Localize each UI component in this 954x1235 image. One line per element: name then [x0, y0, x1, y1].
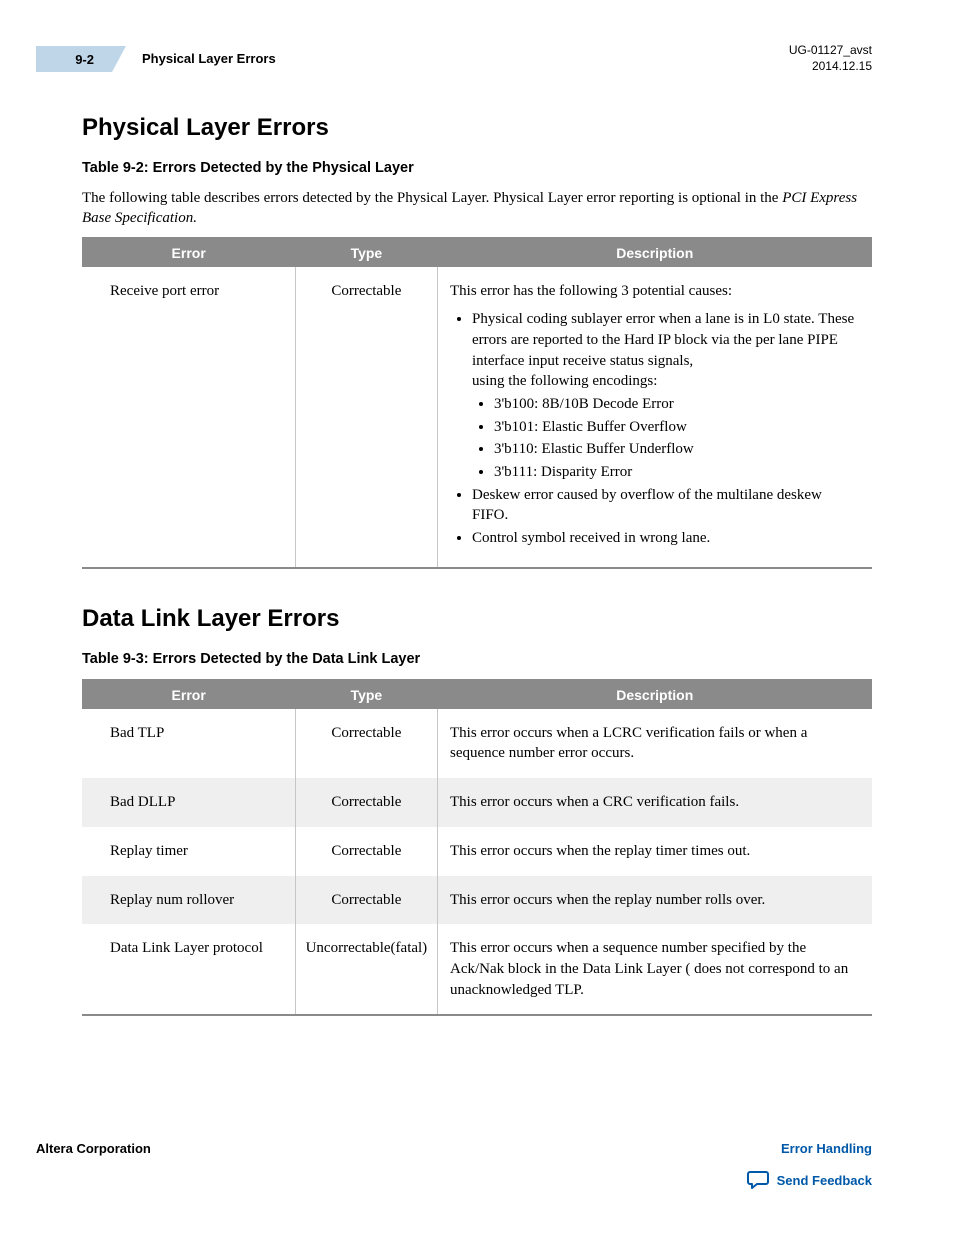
feedback-icon: [747, 1170, 769, 1190]
desc-bullet-1: Physical coding sublayer error when a la…: [472, 309, 858, 483]
table-row: Bad TLP Correctable This error occurs wh…: [82, 709, 872, 778]
cell-error: Replay num rollover: [82, 876, 295, 925]
cell-error: Bad TLP: [82, 709, 295, 778]
table-row: Data Link Layer protocol Uncorrectable(f…: [82, 924, 872, 1015]
table-9-3: Error Type Description Bad TLP Correctab…: [82, 679, 872, 1017]
sub-bullet: 3'b100: 8B/10B Decode Error: [494, 394, 858, 415]
cell-error: Replay timer: [82, 827, 295, 876]
b1-post: using the following encodings:: [472, 373, 657, 389]
footer-link-error-handling[interactable]: Error Handling: [747, 1141, 872, 1156]
table-9-2: Error Type Description Receive port erro…: [82, 237, 872, 569]
cell-type: Correctable: [295, 876, 437, 925]
th-type: Type: [295, 680, 437, 709]
table-row: Replay timer Correctable This error occu…: [82, 827, 872, 876]
th-error: Error: [82, 238, 295, 267]
cell-type: Correctable: [295, 827, 437, 876]
desc-lead: This error has the following 3 potential…: [450, 281, 858, 302]
table-caption-9-2: Table 9-2: Errors Detected by the Physic…: [82, 160, 872, 176]
th-desc: Description: [437, 238, 872, 267]
th-type: Type: [295, 238, 437, 267]
desc-bullet-3: Control symbol received in wrong lane.: [472, 528, 858, 549]
page-content: Physical Layer Errors Table 9-2: Errors …: [82, 100, 872, 1052]
page-number-tab: 9-2: [36, 46, 126, 72]
cell-desc: This error occurs when a CRC verificatio…: [437, 778, 872, 827]
section-heading-physical: Physical Layer Errors: [82, 114, 872, 142]
cell-desc: This error occurs when the replay number…: [437, 876, 872, 925]
section1-intro: The following table describes errors det…: [82, 188, 872, 229]
table-row: Bad DLLP Correctable This error occurs w…: [82, 778, 872, 827]
cell-error: Receive port error: [82, 267, 295, 568]
doc-date: 2014.12.15: [789, 58, 872, 74]
cell-desc: This error occurs when the replay timer …: [437, 827, 872, 876]
table-row: Receive port error Correctable This erro…: [82, 267, 872, 568]
cell-type: Uncorrectable(fatal): [295, 924, 437, 1015]
doc-id: UG-01127_avst: [789, 42, 872, 58]
footer-corporation: Altera Corporation: [36, 1141, 151, 1156]
send-feedback-link[interactable]: Send Feedback: [747, 1170, 872, 1190]
sub-bullet: 3'b110: Elastic Buffer Underflow: [494, 439, 858, 460]
cell-type: Correctable: [295, 267, 437, 568]
cell-desc: This error occurs when a LCRC verificati…: [437, 709, 872, 778]
desc-bullet-2: Deskew error caused by overflow of the m…: [472, 485, 858, 526]
sub-bullet: 3'b101: Elastic Buffer Overflow: [494, 417, 858, 438]
page-footer: Altera Corporation Error Handling Send F…: [36, 1141, 872, 1197]
table-row: Replay num rollover Correctable This err…: [82, 876, 872, 925]
cell-type: Correctable: [295, 778, 437, 827]
sub-bullet: 3'b111: Disparity Error: [494, 462, 858, 483]
section-heading-datalink: Data Link Layer Errors: [82, 605, 872, 633]
intro-plain: The following table describes errors det…: [82, 190, 782, 206]
doc-id-block: UG-01127_avst 2014.12.15: [789, 42, 872, 74]
cell-desc: This error occurs when a sequence number…: [437, 924, 872, 1015]
cell-error: Bad DLLP: [82, 778, 295, 827]
table-caption-9-3: Table 9-3: Errors Detected by the Data L…: [82, 651, 872, 667]
page-header: 9-2 Physical Layer Errors UG-01127_avst …: [0, 46, 954, 86]
th-error: Error: [82, 680, 295, 709]
cell-error: Data Link Layer protocol: [82, 924, 295, 1015]
footer-feedback-text: Send Feedback: [777, 1173, 872, 1188]
cell-type: Correctable: [295, 709, 437, 778]
running-header-title: Physical Layer Errors: [142, 51, 276, 66]
b1-pre: Physical coding sublayer error when a la…: [472, 311, 854, 368]
cell-desc: This error has the following 3 potential…: [437, 267, 872, 568]
th-desc: Description: [437, 680, 872, 709]
